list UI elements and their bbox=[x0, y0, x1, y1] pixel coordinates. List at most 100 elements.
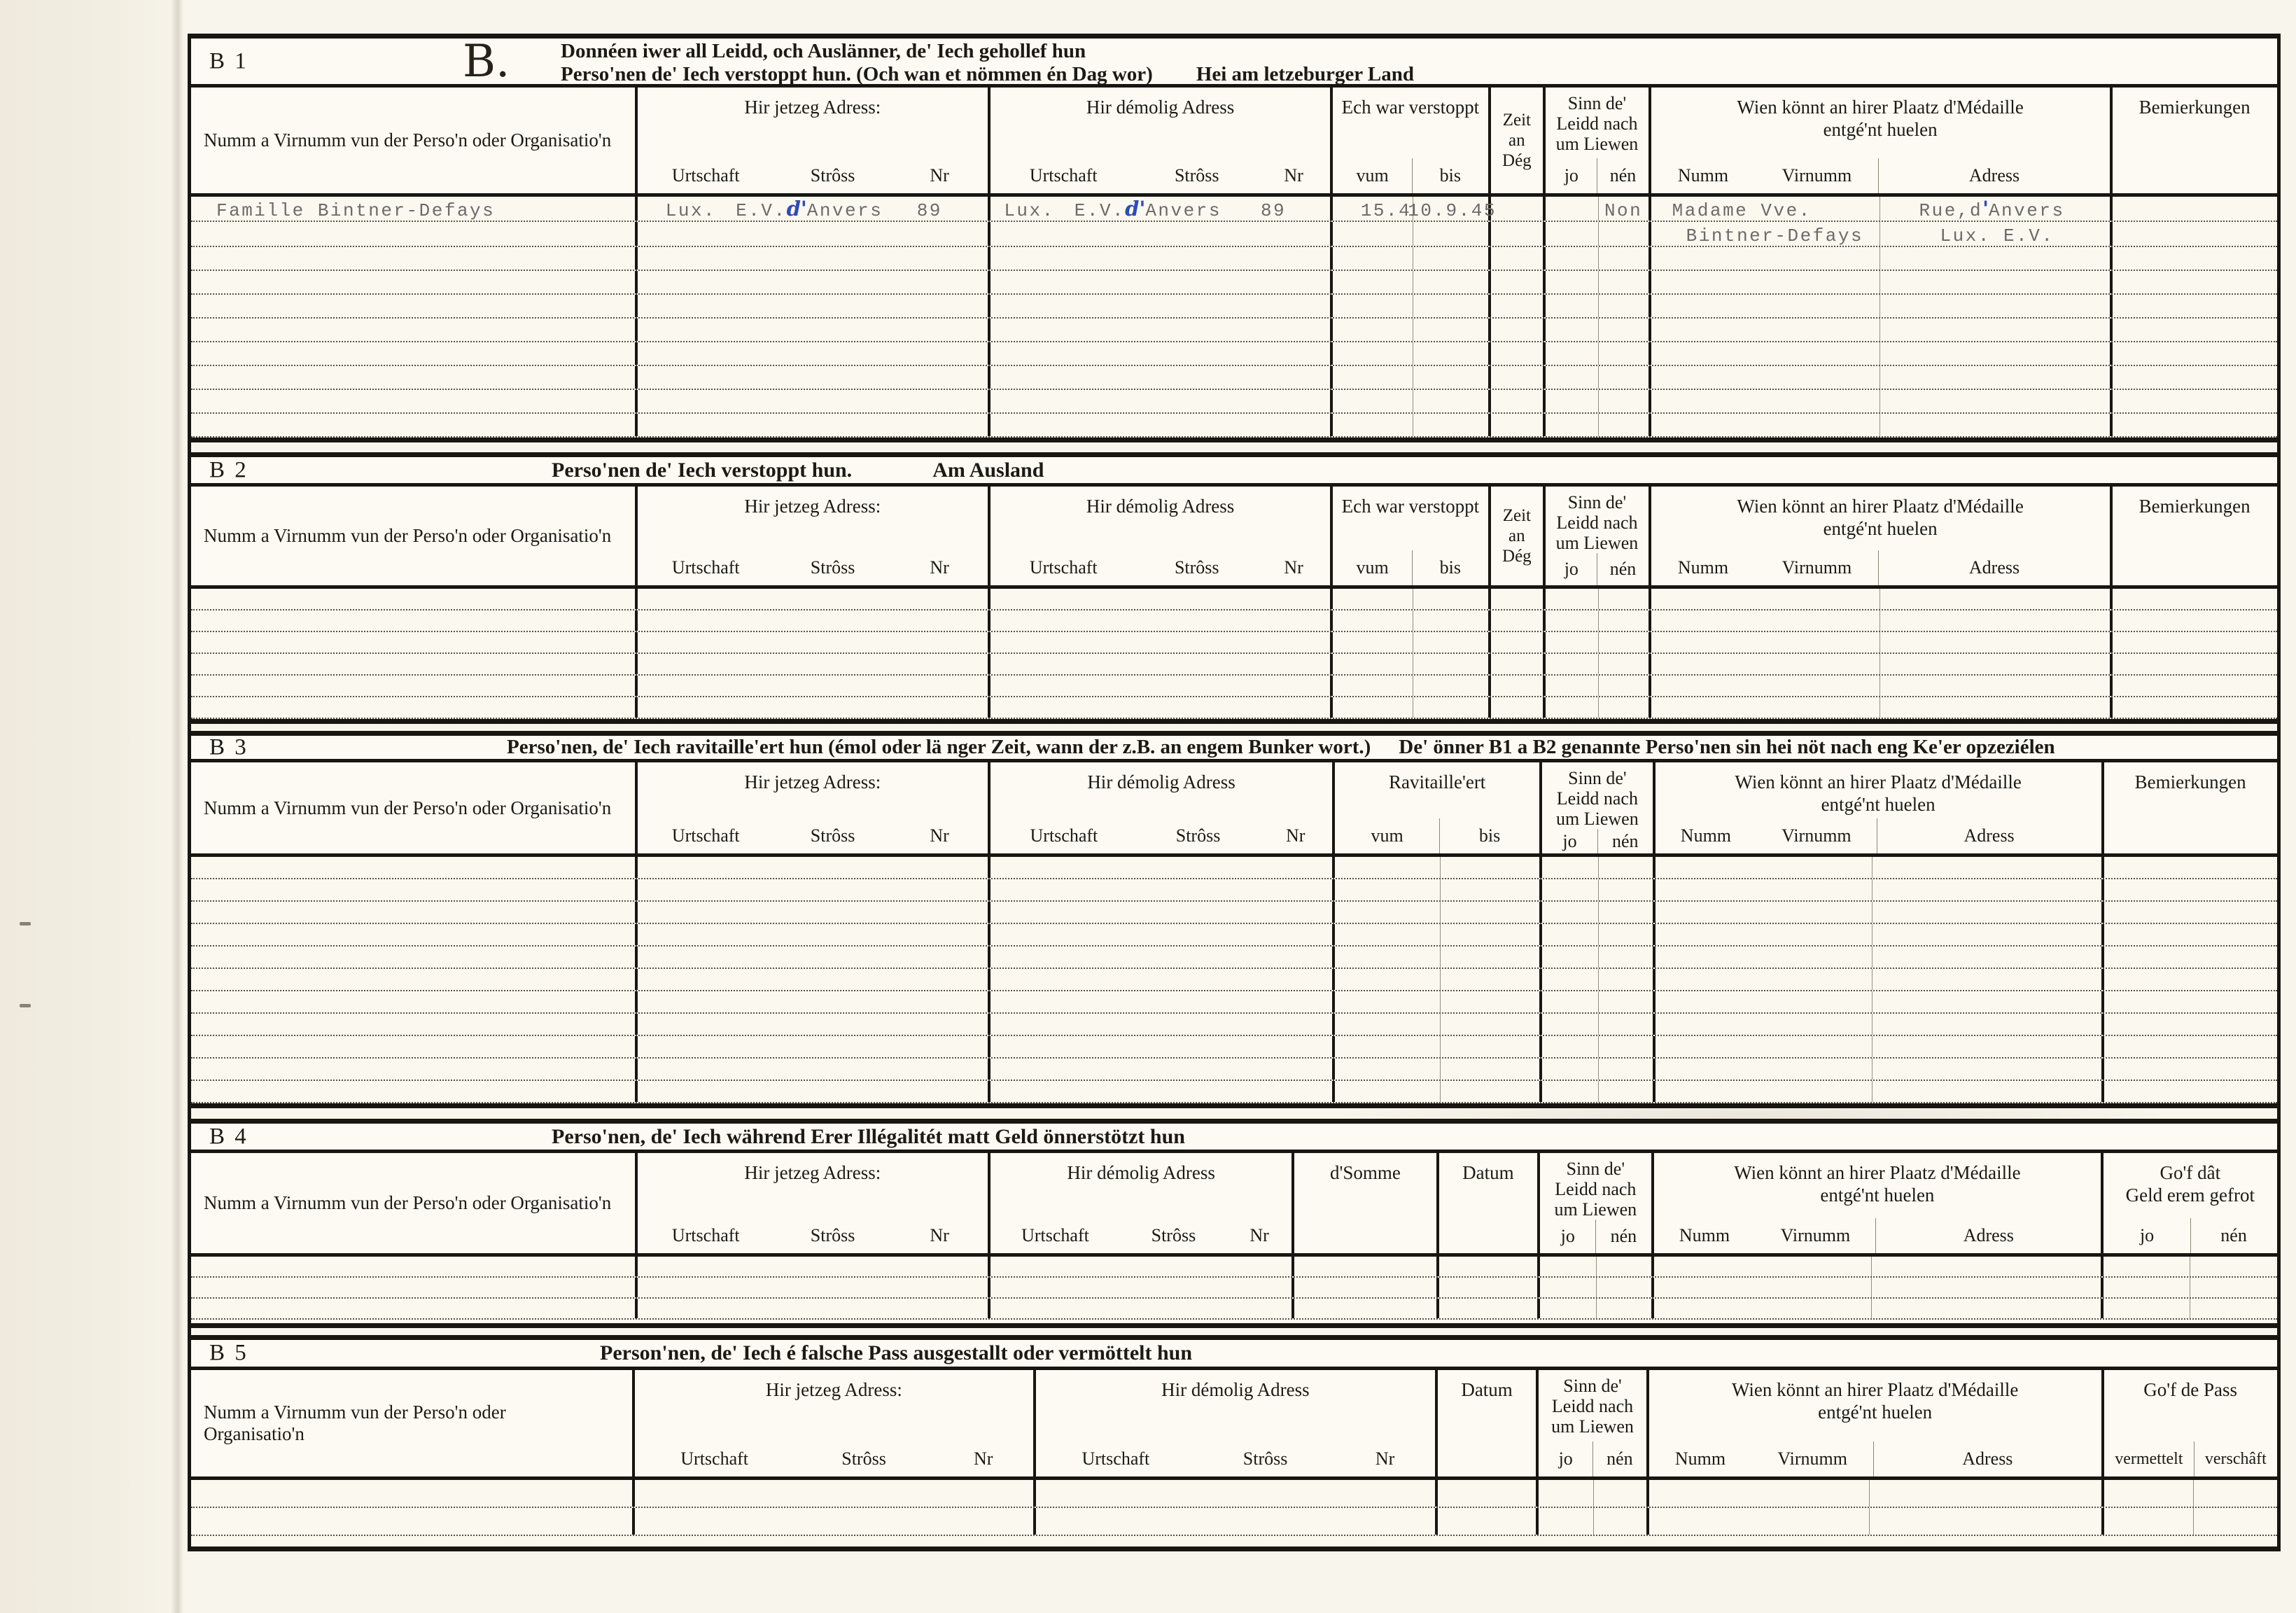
filler-row bbox=[191, 1320, 2277, 1323]
table-row bbox=[191, 1480, 2277, 1508]
table-cell bbox=[191, 222, 638, 246]
table-cell bbox=[1491, 610, 1546, 631]
table-cell bbox=[990, 902, 1336, 923]
table-cell bbox=[1441, 947, 1543, 968]
table-cell bbox=[1656, 879, 1873, 900]
table-cell bbox=[1656, 924, 1873, 945]
table-cell bbox=[191, 879, 638, 900]
table-cell bbox=[2104, 1508, 2194, 1535]
table-cell bbox=[1491, 589, 1546, 609]
table-cell bbox=[990, 390, 1334, 412]
col-still-alive: Sinn de' Leidd nach um Liewen jo nén bbox=[1542, 762, 1656, 853]
table-cell bbox=[1335, 924, 1441, 945]
table-cell bbox=[191, 1278, 638, 1297]
entry-remarks-cell bbox=[2113, 197, 2277, 221]
table-cell bbox=[191, 857, 638, 878]
table-cell bbox=[2113, 319, 2277, 341]
table-cell bbox=[1599, 1059, 1656, 1080]
table-cell bbox=[638, 610, 990, 631]
col-name: Numm a Virnumm vun der Perso'n oder Orga… bbox=[191, 487, 638, 585]
table-cell bbox=[1294, 1299, 1439, 1318]
entry-medal-name-cell: Bintner-Defays bbox=[1651, 222, 1880, 246]
table-cell bbox=[638, 697, 990, 718]
col-datum: Datum bbox=[1439, 1153, 1541, 1253]
col-former-address: Hir démolig Adress Urtschaft Strôss Nr bbox=[990, 1153, 1295, 1253]
table-cell bbox=[1441, 924, 1543, 945]
table-cell bbox=[1542, 1036, 1599, 1057]
sub-urtschaft: Urtschaft bbox=[671, 165, 740, 186]
table-cell bbox=[1491, 319, 1546, 341]
table-cell bbox=[638, 632, 990, 652]
table-cell bbox=[1656, 857, 1873, 878]
table-cell bbox=[1546, 366, 1599, 389]
table-cell bbox=[1335, 857, 1441, 878]
col-current-address: Hir jetzeg Adress: Urtschaft Strôss Nr bbox=[635, 1370, 1036, 1476]
table-cell bbox=[1441, 1014, 1543, 1035]
table-cell bbox=[1872, 991, 2104, 1012]
table-row bbox=[191, 676, 2277, 697]
table-cell bbox=[1880, 654, 2113, 674]
section-b5-titlebar: B 5 Person'nen, de' Iech é falsche Pass … bbox=[191, 1340, 2277, 1370]
table-cell bbox=[638, 589, 990, 609]
table-cell bbox=[990, 632, 1334, 652]
table-cell bbox=[2104, 1014, 2277, 1035]
table-cell bbox=[1880, 271, 2113, 293]
table-cell bbox=[191, 271, 638, 293]
col-former-address: Hir démolig Adress Urtschaft Strôss Nr bbox=[990, 762, 1336, 853]
table-cell bbox=[191, 319, 638, 341]
table-cell bbox=[1413, 632, 1491, 652]
table-cell bbox=[1651, 697, 1880, 718]
col-zeit-an-deg: Zeit an Dég bbox=[1491, 487, 1546, 585]
table-row bbox=[191, 589, 2277, 610]
entry-former-address-cell: Lux. E.V.d'Anvers 89 bbox=[990, 197, 1334, 221]
table-row bbox=[191, 1081, 2277, 1103]
table-cell bbox=[1599, 632, 1651, 652]
table-cell bbox=[191, 1299, 638, 1318]
table-cell bbox=[191, 1081, 638, 1102]
table-cell bbox=[1872, 947, 2104, 968]
table-cell bbox=[990, 342, 1334, 365]
sub-jo: jo bbox=[1564, 165, 1578, 186]
table-cell bbox=[191, 1036, 638, 1057]
table-cell bbox=[1413, 342, 1491, 365]
table-cell bbox=[2104, 1081, 2277, 1102]
table-cell bbox=[1599, 414, 1651, 436]
table-cell bbox=[990, 295, 1334, 317]
table-cell bbox=[638, 247, 990, 270]
table-cell bbox=[638, 1014, 990, 1035]
table-cell bbox=[1599, 924, 1656, 945]
sub-stross: Strôss bbox=[1174, 165, 1219, 186]
table-row bbox=[191, 610, 2277, 632]
table-cell bbox=[1333, 390, 1414, 412]
entry-nen-cell: Non bbox=[1599, 197, 1651, 221]
table-cell bbox=[2104, 1480, 2194, 1507]
table-cell bbox=[1651, 632, 1880, 652]
table-cell bbox=[990, 969, 1336, 990]
table-cell bbox=[1651, 271, 1880, 293]
ink-annotation: d' bbox=[786, 197, 807, 221]
table-cell bbox=[1880, 366, 2113, 389]
table-cell bbox=[1441, 857, 1543, 878]
table-cell bbox=[1335, 1036, 1441, 1057]
table-cell bbox=[191, 342, 638, 365]
table-cell bbox=[1546, 654, 1599, 674]
table-cell bbox=[638, 1299, 990, 1318]
table-cell bbox=[1872, 1036, 2104, 1057]
table-cell bbox=[1542, 969, 1599, 990]
table-cell bbox=[1539, 1508, 1595, 1535]
table-row bbox=[191, 1508, 2277, 1536]
table-cell bbox=[1654, 1278, 1872, 1297]
table-cell bbox=[990, 366, 1334, 389]
table-cell bbox=[1599, 697, 1651, 718]
col-money-returned: Go'f dât Geld erem gefrot jo nén bbox=[2104, 1153, 2276, 1253]
table-cell bbox=[191, 1508, 635, 1535]
section-id: B 5 bbox=[209, 1340, 248, 1366]
table-cell bbox=[1546, 589, 1599, 609]
entry-urtschaft: Lux. bbox=[665, 200, 717, 221]
table-cell bbox=[990, 924, 1336, 945]
entry-row-1: Famille Bintner-Defays Lux. E.V.d'Anvers 8… bbox=[191, 197, 2277, 222]
col-datum: Datum bbox=[1438, 1370, 1539, 1476]
margin-mark bbox=[20, 1004, 31, 1007]
table-cell bbox=[1880, 342, 2113, 365]
table-cell bbox=[1872, 969, 2104, 990]
